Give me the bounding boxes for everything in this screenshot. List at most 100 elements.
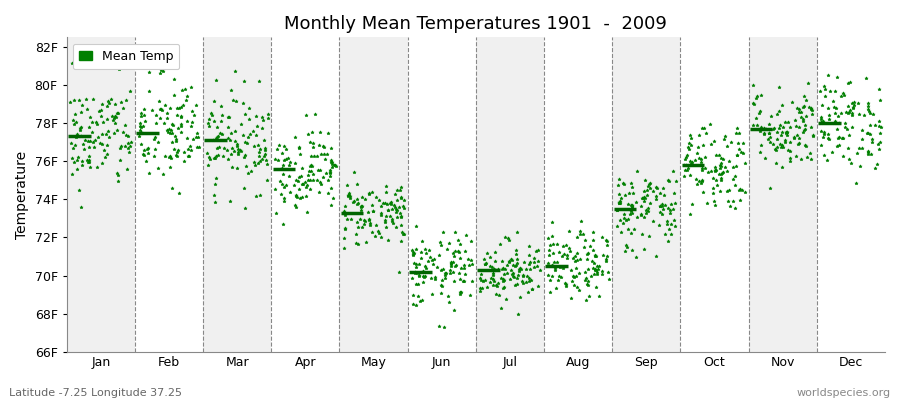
Point <box>157 171 171 177</box>
Point <box>839 109 853 115</box>
Point <box>813 88 827 94</box>
Point <box>586 236 600 243</box>
Point <box>148 146 162 152</box>
Point <box>621 226 635 232</box>
Point <box>67 97 81 103</box>
Point <box>390 187 404 194</box>
Point <box>712 170 726 177</box>
Point <box>525 286 539 293</box>
Point <box>775 129 789 135</box>
Point <box>374 210 388 216</box>
Point <box>821 134 835 141</box>
Point <box>590 267 604 273</box>
Point <box>390 196 404 203</box>
Point <box>321 130 336 136</box>
Point <box>447 248 462 254</box>
Point <box>237 154 251 160</box>
Point <box>529 263 544 270</box>
Point <box>598 256 613 262</box>
Point <box>316 174 330 180</box>
Point <box>804 124 818 130</box>
Point <box>836 90 850 96</box>
Point <box>772 125 787 131</box>
Point <box>356 202 370 209</box>
Point <box>293 195 308 202</box>
Point <box>160 127 175 133</box>
Point <box>488 258 502 264</box>
Point <box>696 189 710 196</box>
Point <box>251 78 266 85</box>
Point <box>723 187 737 194</box>
Point <box>822 112 836 118</box>
Point <box>85 128 99 135</box>
Point <box>476 278 491 284</box>
Point <box>708 166 723 173</box>
Point <box>464 238 478 244</box>
Point <box>714 155 728 162</box>
Point <box>803 150 817 156</box>
Point <box>723 203 737 210</box>
Point <box>521 274 535 281</box>
Point <box>522 252 536 258</box>
Point <box>750 122 764 128</box>
Point <box>832 120 847 126</box>
Point <box>228 138 242 145</box>
Point <box>135 151 149 158</box>
Point <box>849 180 863 186</box>
Point <box>214 118 229 125</box>
Point <box>248 162 262 168</box>
Point <box>88 136 103 143</box>
Title: Monthly Mean Temperatures 1901  -  2009: Monthly Mean Temperatures 1901 - 2009 <box>284 15 667 33</box>
Point <box>166 122 181 128</box>
Point <box>650 184 664 191</box>
Point <box>377 216 392 223</box>
Point <box>806 132 821 139</box>
Point <box>316 143 330 149</box>
Point <box>201 162 215 168</box>
Point <box>371 228 385 234</box>
Point <box>390 206 404 213</box>
Point <box>415 238 429 244</box>
Point <box>200 150 214 157</box>
Point <box>282 162 296 168</box>
Point <box>66 117 80 123</box>
Point <box>338 224 352 231</box>
Point <box>797 126 812 133</box>
Point <box>268 186 283 192</box>
Point <box>156 68 170 74</box>
Point <box>688 175 703 182</box>
Point <box>828 109 842 116</box>
Point <box>714 177 728 184</box>
Point <box>311 188 326 195</box>
Point <box>310 177 325 184</box>
Point <box>288 160 302 167</box>
Point <box>453 288 467 295</box>
Point <box>234 147 248 154</box>
Point <box>455 277 470 284</box>
Point <box>386 220 400 226</box>
Point <box>392 210 407 216</box>
Point <box>207 155 221 161</box>
Point <box>852 111 867 117</box>
Point <box>295 194 310 200</box>
Point <box>457 264 472 271</box>
Point <box>545 261 560 268</box>
Point <box>457 271 472 278</box>
Point <box>204 112 219 118</box>
Point <box>706 175 720 181</box>
Point <box>613 200 627 206</box>
Point <box>132 132 147 139</box>
Point <box>482 279 497 285</box>
Point <box>114 99 129 106</box>
Point <box>761 121 776 127</box>
Point <box>655 185 670 192</box>
Point <box>123 139 138 145</box>
Point <box>735 187 750 193</box>
Point <box>613 216 627 223</box>
Point <box>793 109 807 116</box>
Point <box>792 106 806 112</box>
Point <box>361 216 375 223</box>
Point <box>620 244 634 250</box>
Point <box>752 110 766 116</box>
Point <box>493 240 508 247</box>
